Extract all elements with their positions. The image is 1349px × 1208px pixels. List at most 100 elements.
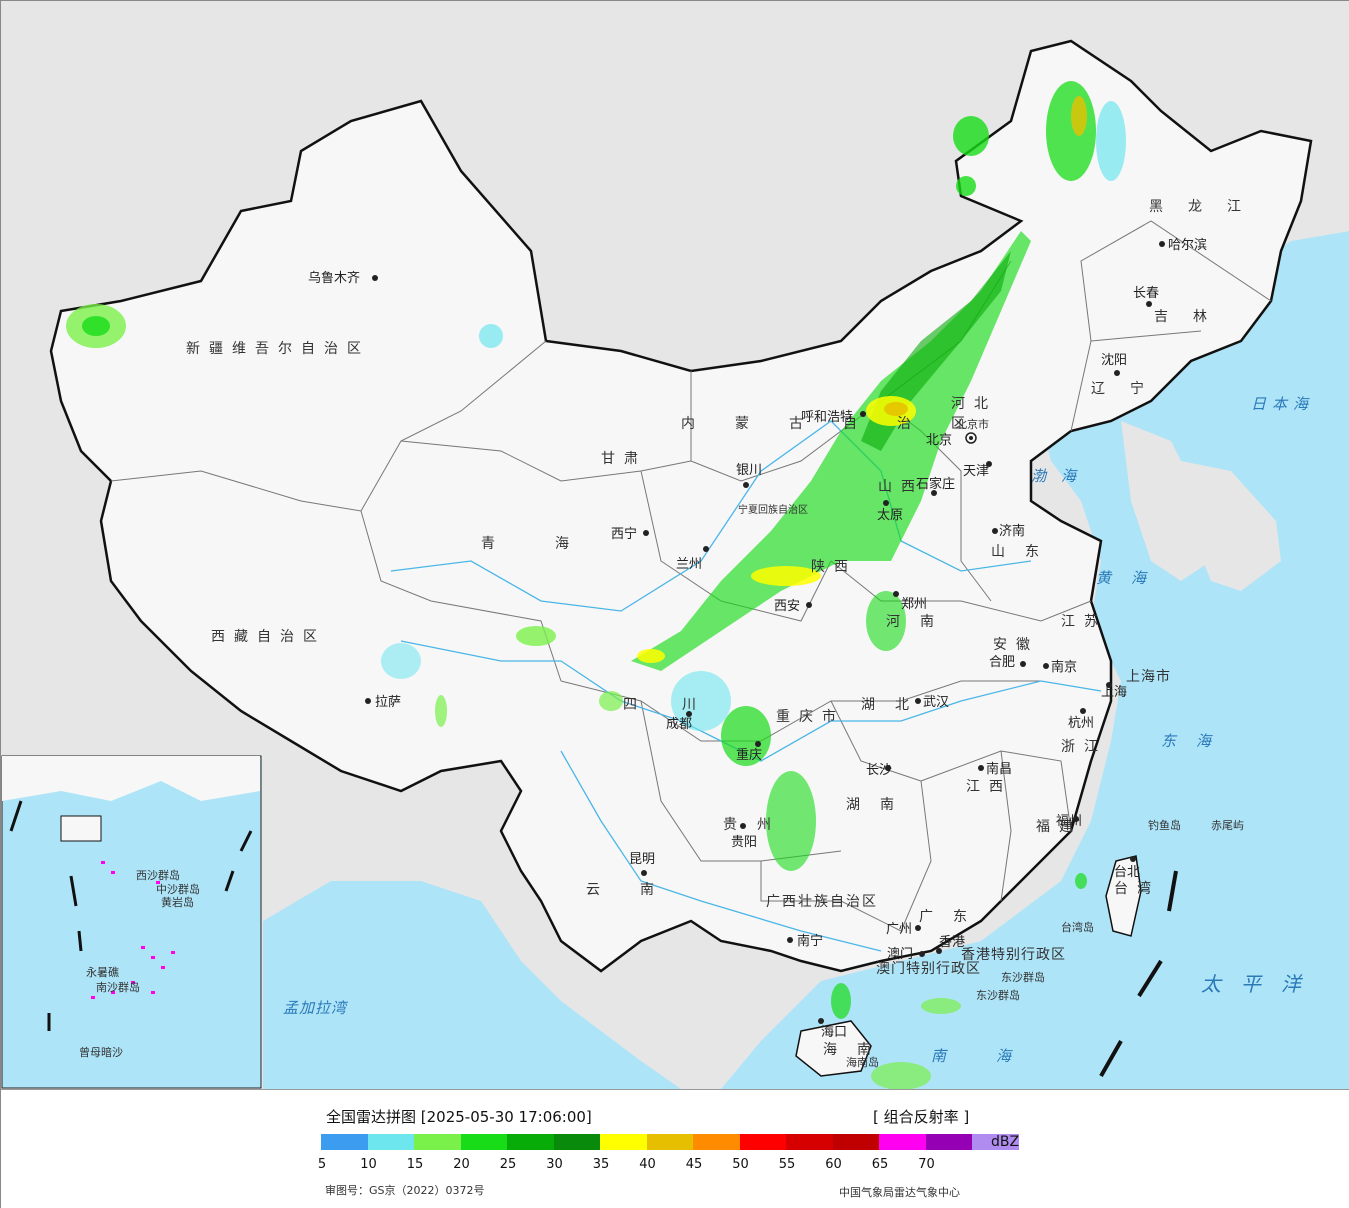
- sea-label-japan: 日本海: [1251, 395, 1314, 413]
- legend-unit: dBZ: [991, 1134, 1020, 1150]
- legend-tick-label: 50: [732, 1157, 749, 1172]
- province-label-xizang: 西藏自治区: [211, 629, 326, 645]
- province-label-shanxi: 山西: [878, 479, 924, 495]
- city-label-lanzhou: 兰州: [676, 557, 702, 572]
- province-label-guangxi: 广西壮族自治区: [766, 894, 878, 910]
- legend-tick-label: 10: [360, 1157, 377, 1172]
- province-label-chongqing: 重庆市: [776, 708, 845, 725]
- province-label-jilin: 吉林: [1154, 309, 1232, 325]
- province-label-ningxia: 宁夏回族自治区: [738, 503, 808, 516]
- approval-number: 审图号：GS京（2022）0372号: [325, 1184, 485, 1197]
- radar-map: 新疆维吾尔自治区 西藏自治区 青海 甘肃 内蒙古自治区 黑龙江 吉林 辽宁 河北…: [1, 1, 1349, 1089]
- legend: 全国雷达拼图 [2025-05-30 17:06:00] [ 组合反射率 ] d…: [1, 1089, 1349, 1208]
- province-label-neimenggu: 内蒙古自治区: [681, 416, 1005, 432]
- city-label-guangzhou: 广州: [886, 922, 912, 937]
- province-label-gansu: 甘肃: [601, 451, 647, 467]
- city-label-changsha: 长沙: [866, 763, 892, 778]
- legend-ticks: 5 10 15 20 25 30 35 40 45 50 55 60 65 70: [307, 1157, 947, 1175]
- city-label-shenyang: 沈阳: [1101, 353, 1127, 368]
- sea-label-yellow: 黄海: [1096, 569, 1166, 587]
- province-label-yunnan: 云南: [586, 882, 694, 898]
- sea-east: [721, 231, 1349, 1089]
- province-label-zhejiang: 浙江: [1061, 739, 1107, 755]
- island-label-hainan: 海南岛: [846, 1055, 879, 1069]
- city-label-taipei: 台北: [1114, 865, 1140, 880]
- source-credit: 中国气象局雷达气象中心: [839, 1186, 960, 1199]
- province-label-macau: 澳门特别行政区: [876, 961, 981, 977]
- city-label-macau: 澳门: [887, 946, 913, 962]
- city-label-haikou: 海口: [821, 1025, 847, 1040]
- island-label-zhongsha: 中沙群岛: [156, 882, 200, 896]
- city-label-wuhan: 武汉: [923, 695, 949, 710]
- sea-label-bohai: 渤海: [1031, 467, 1091, 485]
- legend-swatch: [739, 1134, 786, 1150]
- city-label-chengdu: 成都: [666, 717, 692, 732]
- legend-swatch: [879, 1134, 926, 1150]
- city-label-urumqi: 乌鲁木齐: [308, 270, 360, 286]
- legend-tick-label: 35: [592, 1157, 610, 1172]
- legend-title: 全国雷达拼图 [2025-05-30 17:06:00]: [326, 1108, 592, 1126]
- legend-product: [ 组合反射率 ]: [873, 1108, 970, 1126]
- island-label-taiwan: 台湾岛: [1061, 920, 1094, 934]
- legend-swatch: [693, 1134, 740, 1150]
- city-labels: 乌鲁木齐 拉萨 西宁 兰州 银川 呼和浩特 北京 北京市 天津 石家庄 太原 济…: [308, 237, 1207, 1040]
- legend-tick-label: 25: [499, 1157, 517, 1172]
- province-label-qinghai: 青海: [481, 536, 629, 552]
- legend-tick-label: 20: [453, 1157, 470, 1172]
- legend-swatch: [646, 1134, 693, 1150]
- legend-swatch: [553, 1134, 600, 1150]
- legend-tick-label: 60: [825, 1157, 842, 1172]
- radar-echoes: [66, 81, 1126, 1089]
- maritime-boundary: [1099, 870, 1178, 1077]
- city-label-guiyang: 贵阳: [731, 835, 757, 850]
- legend-tick-label: 40: [639, 1157, 656, 1172]
- city-label-yinchuan: 银川: [736, 463, 762, 478]
- province-label-hubei: 湖北: [861, 697, 929, 713]
- city-label-hangzhou: 杭州: [1068, 716, 1094, 731]
- legend-tick-label: 55: [778, 1157, 796, 1172]
- island-label-nansha: 南沙群岛: [96, 980, 140, 994]
- province-label-hunan: 湖南: [846, 797, 914, 813]
- sea-labels: 日本海 渤海 黄海 东海 太平洋 南海 孟加拉湾: [283, 395, 1314, 1065]
- legend-tick-label: 30: [546, 1157, 563, 1172]
- island-label-dongsha-2: 东沙群岛: [976, 988, 1020, 1002]
- city-label-tianjin: 天津: [963, 464, 989, 479]
- city-label-jinan: 济南: [999, 523, 1025, 539]
- province-label-heilongjiang: 黑龙江: [1149, 199, 1266, 215]
- province-label-liaoning: 辽宁: [1091, 380, 1169, 397]
- city-label-fuzhou: 福州: [1056, 814, 1082, 829]
- legend-swatch: [925, 1134, 972, 1150]
- legend-swatch: [507, 1134, 554, 1150]
- city-label-xining: 西宁: [611, 526, 637, 542]
- province-label-hainan: 海南: [823, 1042, 891, 1058]
- city-label-hefei: 合肥: [989, 655, 1015, 670]
- province-label-guizhou: 贵州: [723, 817, 791, 833]
- legend-swatch: [786, 1134, 833, 1150]
- city-label-hohhot: 呼和浩特: [801, 410, 853, 425]
- island-label-xisha: 西沙群岛: [136, 868, 180, 882]
- legend-tick-label: 65: [871, 1157, 889, 1172]
- island-label-huangyan: 黄岩岛: [161, 895, 194, 909]
- city-label-shijiazhuang: 石家庄: [916, 476, 955, 492]
- city-label-nanchang: 南昌: [986, 761, 1012, 777]
- province-label-hongkong: 香港特别行政区: [961, 947, 1066, 963]
- island-label-chiwei: 赤尾屿: [1211, 819, 1244, 832]
- korea-land: [1121, 421, 1211, 581]
- legend-swatch: [367, 1134, 414, 1150]
- province-label-henan: 河南: [886, 614, 954, 630]
- city-label-zhengzhou: 郑州: [901, 597, 927, 612]
- city-label-nanjing: 南京: [1051, 659, 1077, 675]
- province-label-shanghai: 上海市: [1126, 668, 1171, 685]
- city-label-beijing: 北京: [926, 433, 952, 448]
- legend-tick-label: 5: [317, 1157, 327, 1172]
- legend-swatch: [832, 1134, 879, 1150]
- city-label-changchun: 长春: [1133, 286, 1159, 301]
- province-label-shandong: 山东: [991, 544, 1059, 560]
- province-labels: 新疆维吾尔自治区 西藏自治区 青海 甘肃 内蒙古自治区 黑龙江 吉林 辽宁 河北…: [186, 199, 1266, 1058]
- city-label-beijing-city: 北京市: [956, 417, 989, 431]
- city-label-xian: 西安: [774, 599, 800, 614]
- sea-label-east: 东海: [1161, 732, 1231, 750]
- sea-bengal: [263, 881, 681, 1089]
- city-label-harbin: 哈尔滨: [1168, 237, 1207, 253]
